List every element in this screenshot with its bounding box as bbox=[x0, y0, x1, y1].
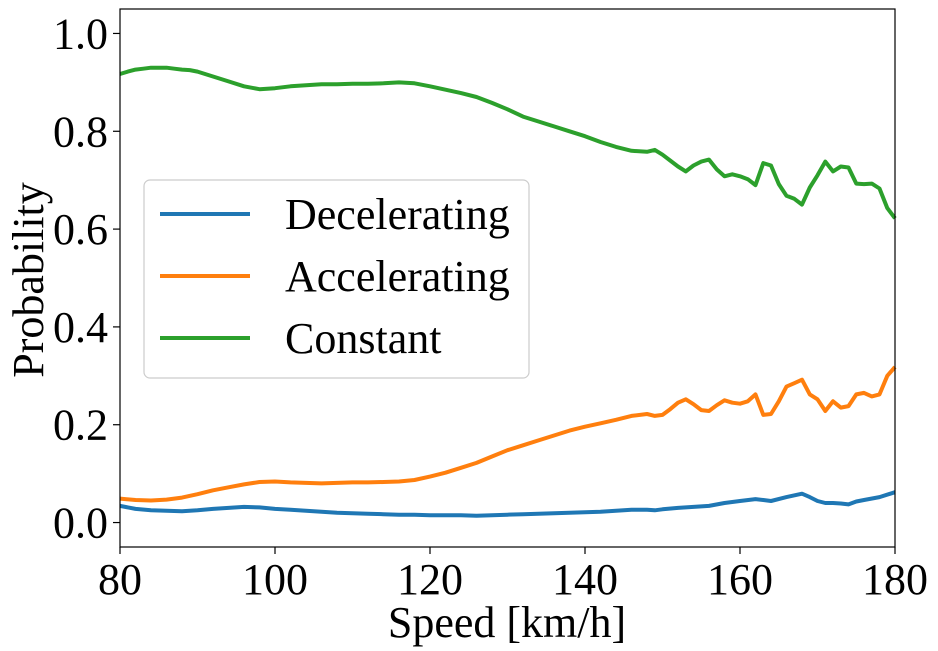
series-layer bbox=[119, 65, 897, 518]
x-axis-ticks: 80 100 120 140 160 180 bbox=[98, 547, 928, 604]
legend-label-decelerating: Decelerating bbox=[285, 190, 510, 239]
x-axis-label: Speed [km/h] bbox=[388, 598, 626, 647]
x-tick-label: 180 bbox=[862, 555, 928, 604]
series-line-constant bbox=[119, 65, 897, 220]
y-tick-label: 0.8 bbox=[53, 107, 108, 156]
series-line-accelerating bbox=[119, 365, 897, 503]
y-tick-label: 0.6 bbox=[53, 205, 108, 254]
legend-box bbox=[143, 179, 530, 379]
y-tick-label: 0.0 bbox=[53, 499, 108, 548]
x-tick-label: 120 bbox=[397, 555, 463, 604]
series-line-decelerating bbox=[119, 490, 896, 518]
x-tick-label: 140 bbox=[552, 555, 618, 604]
plot-frame bbox=[119, 8, 896, 548]
legend-label-accelerating: Accelerating bbox=[285, 252, 510, 301]
y-tick-label: 0.2 bbox=[53, 401, 108, 450]
x-tick-label: 80 bbox=[98, 555, 142, 604]
y-axis-label: Probability bbox=[4, 182, 53, 378]
legend-label-constant: Constant bbox=[285, 314, 441, 363]
y-tick-label: 1.0 bbox=[53, 9, 108, 58]
y-tick-label: 0.4 bbox=[53, 303, 108, 352]
x-tick-label: 100 bbox=[242, 555, 308, 604]
legend-entries: Decelerating Accelerating Constant bbox=[160, 190, 510, 363]
y-axis-ticks: 0.0 0.2 0.4 0.6 0.8 1.0 bbox=[53, 9, 120, 548]
x-tick-label: 160 bbox=[707, 555, 773, 604]
legend: Decelerating Accelerating Constant bbox=[143, 179, 530, 379]
